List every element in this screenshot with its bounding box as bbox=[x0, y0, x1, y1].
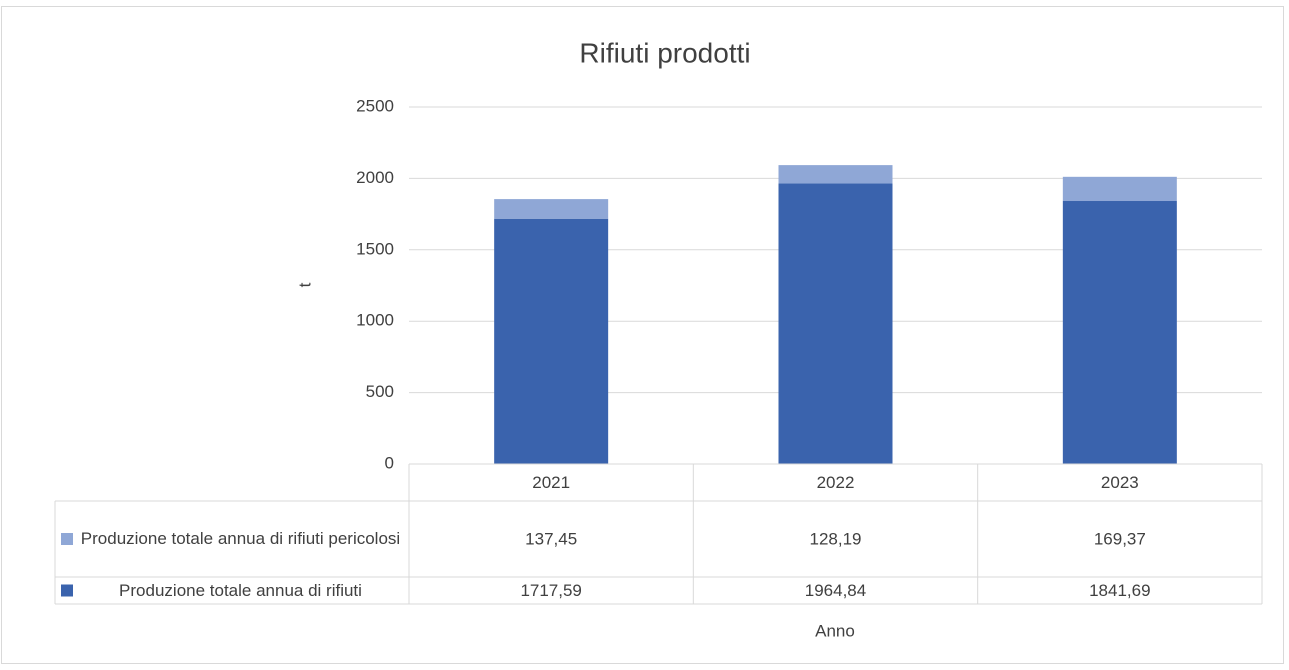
legend-label-box: Produzione totale annua di rifiuti peric… bbox=[80, 529, 401, 548]
table-value: 1964,84 bbox=[805, 581, 866, 600]
bar bbox=[778, 183, 893, 465]
x-axis-label: Anno bbox=[815, 621, 855, 640]
y-tick-label: 0 bbox=[385, 453, 394, 472]
legend-label: Produzione totale annua di rifiuti peric… bbox=[80, 529, 401, 548]
y-axis-label: t bbox=[295, 282, 314, 287]
x-tick-label: 2022 bbox=[817, 473, 855, 492]
y-tick-label: 1500 bbox=[356, 239, 394, 258]
table-value: 1841,69 bbox=[1089, 581, 1150, 600]
legend-swatch bbox=[61, 533, 73, 545]
legend-label-box: Produzione totale annua di rifiuti bbox=[119, 580, 362, 600]
bar bbox=[778, 165, 893, 184]
bar bbox=[1062, 201, 1177, 465]
bar bbox=[494, 199, 609, 219]
y-tick-label: 2000 bbox=[356, 168, 394, 187]
table-value: 137,45 bbox=[525, 529, 577, 548]
bar bbox=[494, 218, 609, 464]
x-tick-label: 2023 bbox=[1101, 473, 1139, 492]
y-tick-label: 2500 bbox=[356, 96, 394, 115]
table-value: 169,37 bbox=[1094, 529, 1146, 548]
legend-label: Produzione totale annua di rifiuti bbox=[119, 580, 362, 600]
x-tick-label: 2021 bbox=[532, 473, 570, 492]
y-tick-label: 500 bbox=[366, 382, 394, 401]
table-value: 128,19 bbox=[810, 529, 862, 548]
table-value: 1717,59 bbox=[520, 581, 581, 600]
legend-swatch bbox=[61, 584, 73, 597]
bar bbox=[1062, 176, 1177, 202]
chart-title: Rifiuti prodotti bbox=[579, 37, 750, 68]
y-tick-label: 1000 bbox=[356, 311, 394, 330]
